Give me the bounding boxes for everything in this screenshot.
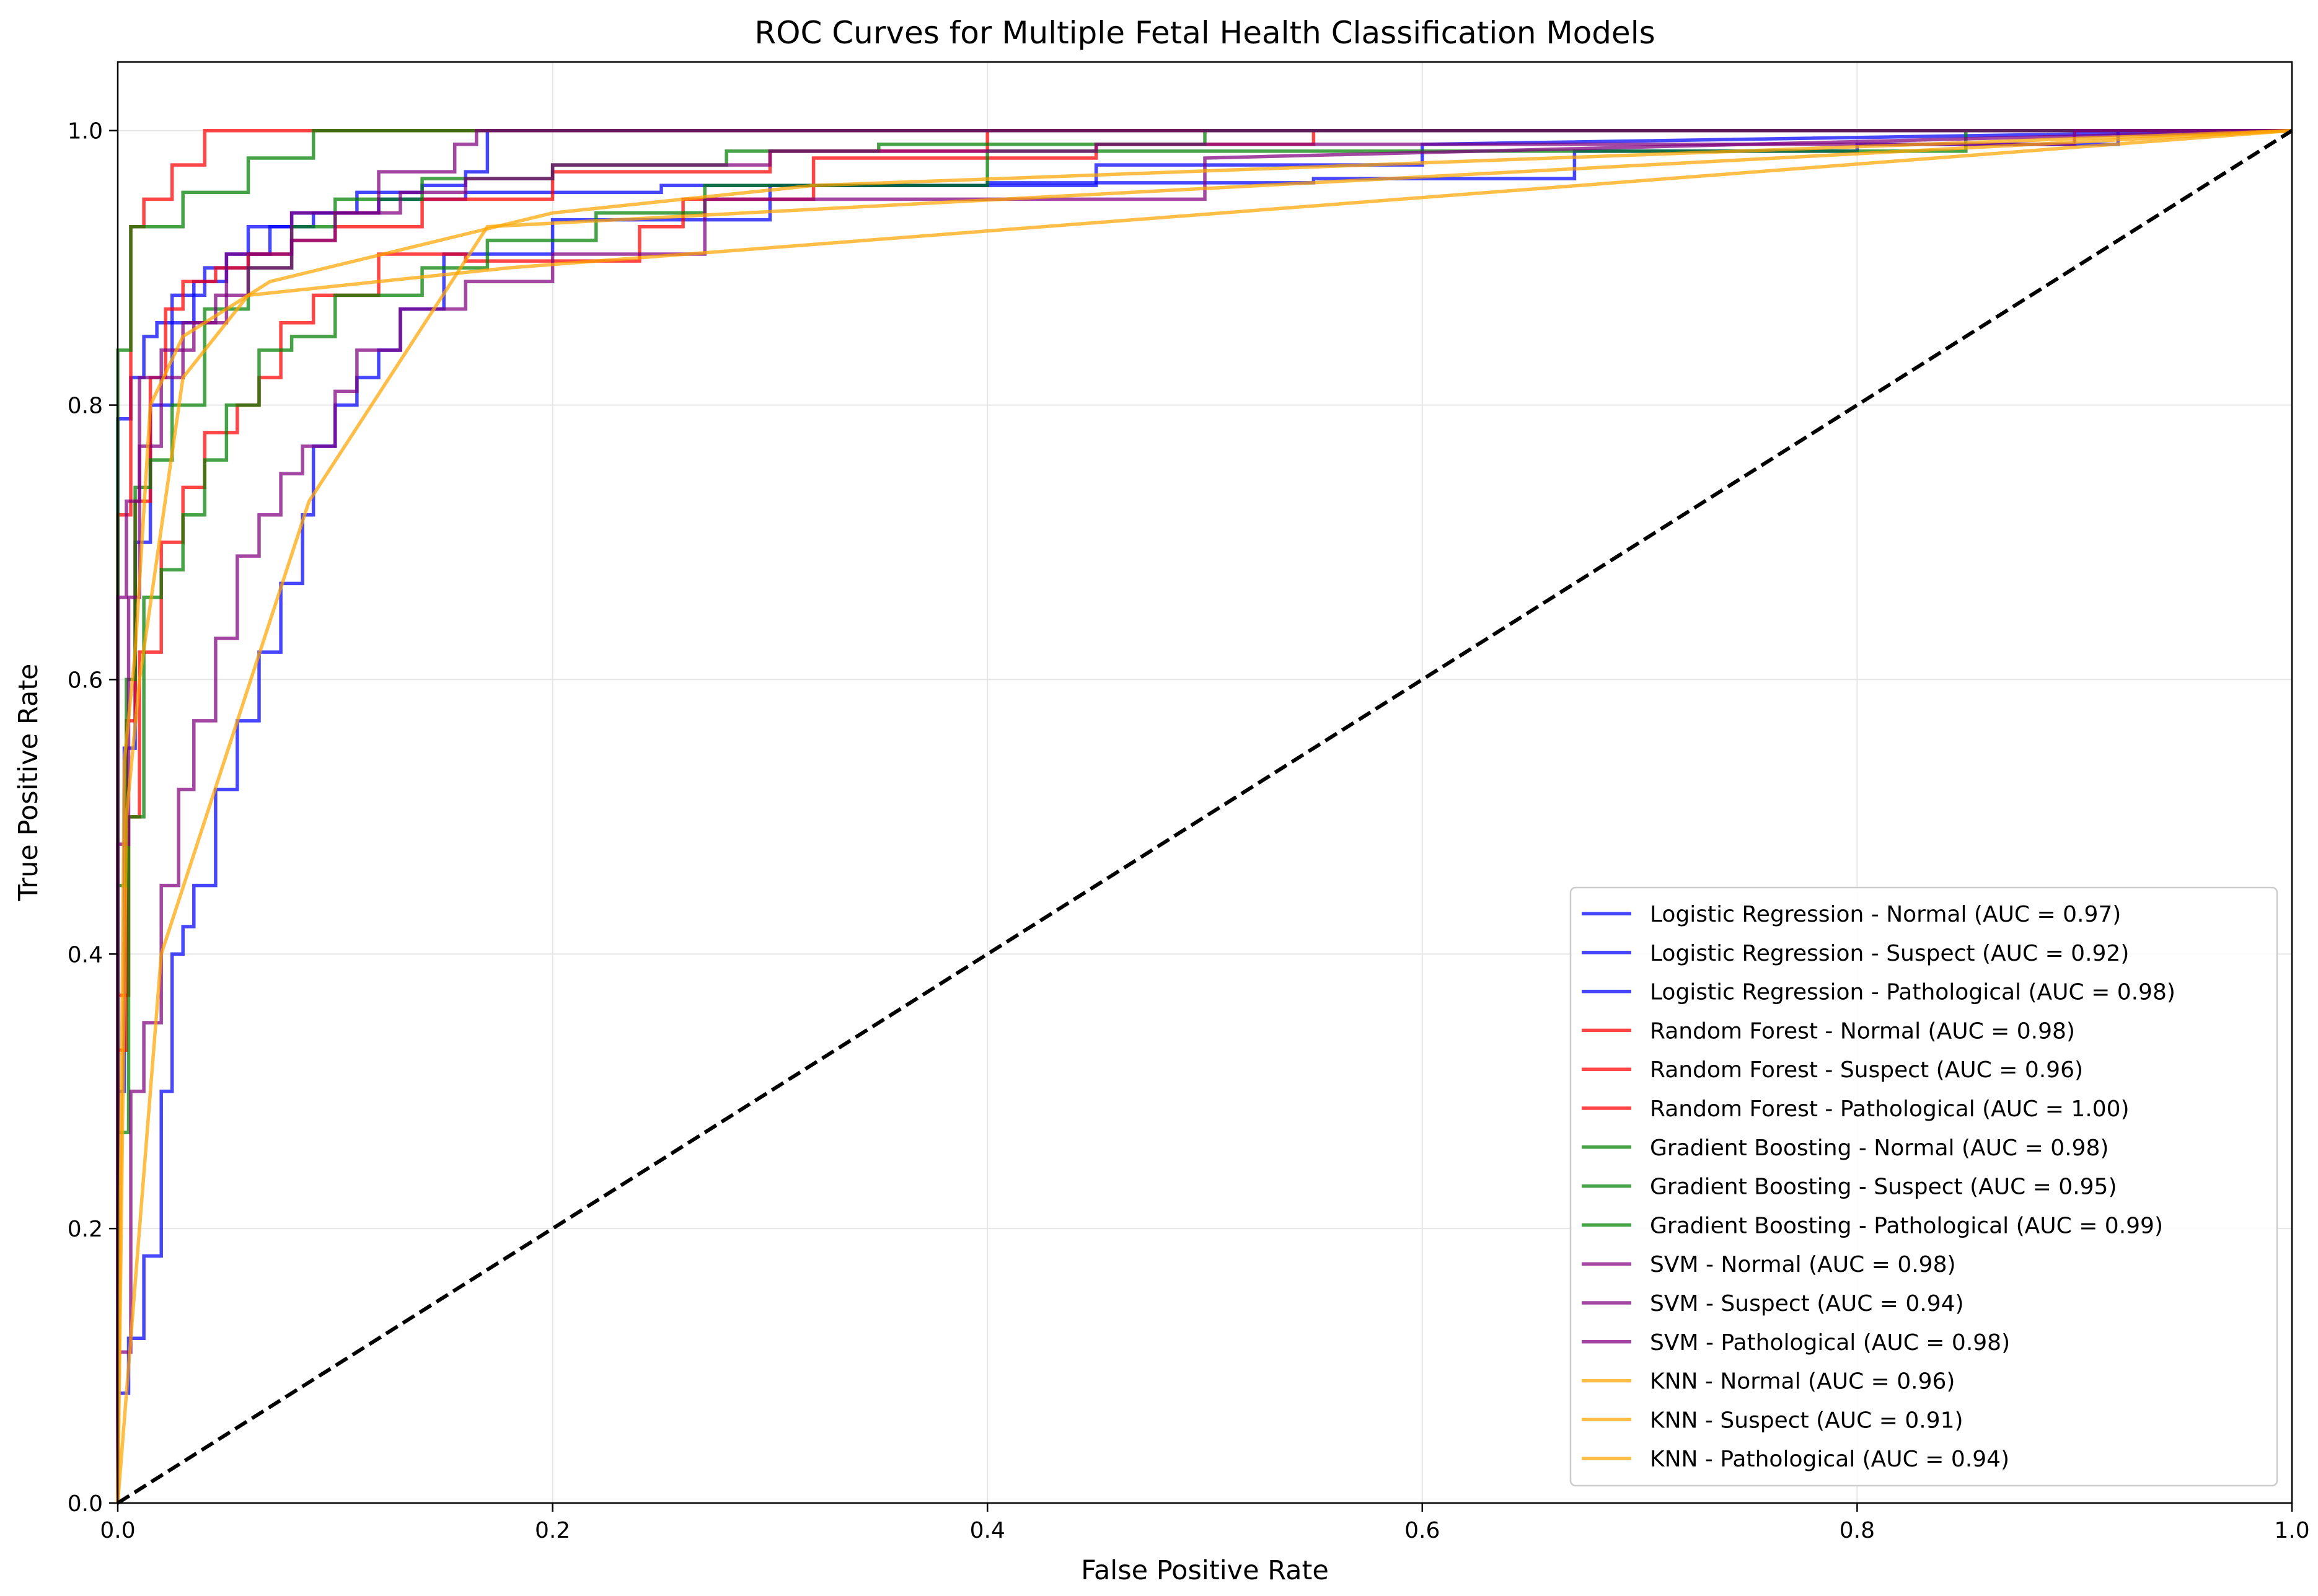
legend-entry-label: Random Forest - Suspect (AUC = 0.96) [1650, 1057, 2083, 1083]
diagonal-line [117, 129, 2293, 1505]
legend-entry-label: KNN - Pathological (AUC = 0.94) [1650, 1447, 2009, 1472]
grid [117, 62, 2293, 1504]
series-line [116, 128, 2293, 1504]
legend-entry-label: Logistic Regression - Suspect (AUC = 0.9… [1650, 941, 2129, 966]
x-axis-label: False Positive Rate [1081, 1555, 1329, 1586]
legend-entry-label: KNN - Suspect (AUC = 0.91) [1650, 1408, 1963, 1433]
series-line [116, 128, 2293, 1504]
y-tick-label: 0.8 [68, 394, 103, 419]
series-line [116, 128, 2293, 1504]
plot-frame [117, 61, 2293, 1504]
legend-entry-label: SVM - Suspect (AUC = 0.94) [1650, 1291, 1964, 1316]
x-tick-label: 0.0 [100, 1518, 135, 1543]
legend-entry-label: Random Forest - Normal (AUC = 0.98) [1650, 1018, 2075, 1044]
diagonal-reference [117, 129, 2293, 1505]
series-line [116, 128, 2292, 1503]
series-lines [116, 128, 2293, 1504]
legend-entry-label: SVM - Pathological (AUC = 0.98) [1650, 1330, 2010, 1356]
legend-entry-label: SVM - Normal (AUC = 0.98) [1650, 1252, 1956, 1277]
x-tick-label: 0.2 [535, 1518, 570, 1543]
y-axis-label: True Positive Rate [13, 663, 44, 901]
legend-entry-label: Random Forest - Pathological (AUC = 1.00… [1650, 1096, 2130, 1122]
x-tick-label: 0.4 [970, 1518, 1005, 1543]
legend: Logistic Regression - Normal (AUC = 0.97… [1569, 886, 2278, 1487]
axis-ticks: 0.0 0.2 0.4 0.6 0.8 1.0 0.0 0.2 0.4 0.6 0.8 1.0 [68, 119, 2310, 1543]
legend-entry-label: Logistic Regression - Pathological (AUC … [1650, 980, 2175, 1005]
x-tick-label: 0.6 [1404, 1518, 1440, 1543]
y-tick-label: 1.0 [68, 119, 103, 144]
y-tick-label: 0.6 [68, 668, 103, 693]
series-line [116, 128, 2293, 1503]
legend-entry-label: Gradient Boosting - Normal (AUC = 0.98) [1650, 1135, 2109, 1161]
legend-entry-label: Gradient Boosting - Suspect (AUC = 0.95) [1650, 1175, 2117, 1200]
legend-entry-label: Logistic Regression - Normal (AUC = 0.97… [1650, 902, 2121, 927]
x-tick-label: 1.0 [2274, 1518, 2309, 1543]
series-line [116, 128, 2292, 1503]
y-tick-label: 0.0 [68, 1491, 103, 1517]
legend-box [1569, 886, 2278, 1487]
chart-title: ROC Curves for Multiple Fetal Health Cla… [754, 15, 1655, 51]
y-tick-label: 0.2 [68, 1217, 103, 1242]
series-line [116, 128, 2293, 1503]
x-tick-label: 0.8 [1840, 1518, 1875, 1543]
y-tick-label: 0.4 [68, 942, 103, 968]
series-line [116, 128, 2292, 1503]
legend-entry-label: KNN - Normal (AUC = 0.96) [1650, 1369, 1955, 1395]
legend-entry-label: Gradient Boosting - Pathological (AUC = … [1650, 1213, 2163, 1238]
